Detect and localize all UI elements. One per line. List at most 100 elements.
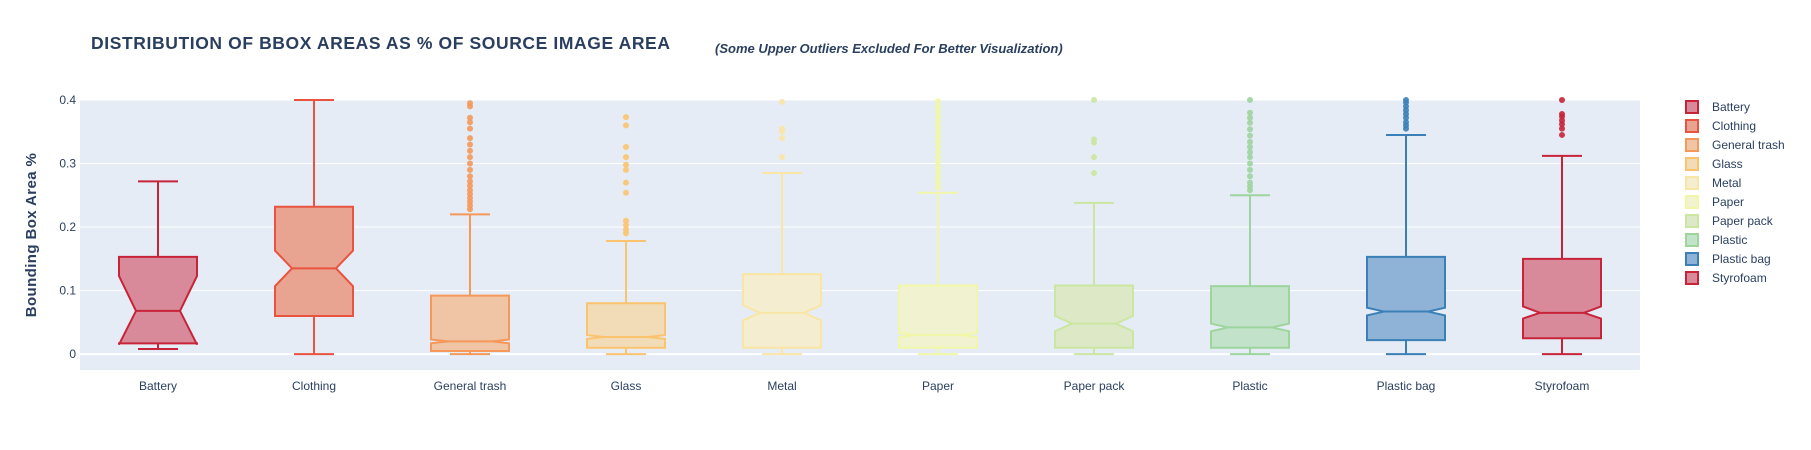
legend-swatch	[1685, 233, 1699, 247]
outlier-point	[1247, 138, 1253, 145]
box-battery[interactable]	[118, 180, 198, 351]
legend-item-paper[interactable]: Paper	[1685, 195, 1744, 209]
x-tick-label: Paper pack	[1064, 379, 1126, 393]
outlier-point	[623, 161, 629, 168]
box-styrofoam[interactable]	[1522, 97, 1602, 356]
legend-label: Paper pack	[1712, 214, 1774, 228]
outlier-point	[935, 138, 941, 145]
box-paper[interactable]	[898, 98, 978, 356]
legend-label: Plastic	[1712, 233, 1747, 247]
x-tick-label: General trash	[434, 379, 507, 393]
box-general-trash[interactable]	[430, 100, 510, 356]
legend-swatch	[1685, 119, 1699, 133]
box-body	[1054, 284, 1134, 349]
box-body	[742, 273, 822, 349]
x-tick-label: Plastic	[1232, 379, 1267, 393]
outlier-point	[467, 135, 473, 142]
outlier-point	[935, 164, 941, 171]
legend-item-general-trash[interactable]: General trash	[1685, 138, 1785, 152]
legend-item-metal[interactable]: Metal	[1685, 176, 1741, 190]
x-tick-label: Glass	[611, 379, 642, 393]
outlier-point	[935, 98, 941, 105]
outlier-point	[467, 166, 473, 173]
outlier-point	[935, 118, 941, 125]
legend-item-glass[interactable]: Glass	[1685, 157, 1743, 171]
box-body	[586, 302, 666, 349]
outlier-point	[1247, 173, 1253, 180]
y-tick-label: 0.2	[59, 220, 76, 234]
legend-swatch	[1685, 176, 1699, 190]
x-tick-label: Battery	[139, 379, 177, 393]
outlier-point	[1091, 170, 1097, 177]
outlier-point	[467, 187, 473, 194]
legend[interactable]: Battery Clothing General trash Glass Metal Pa…	[1685, 100, 1785, 285]
legend-item-clothing[interactable]: Clothing	[1685, 119, 1756, 133]
outlier-point	[1091, 136, 1097, 143]
outlier-point	[935, 184, 941, 191]
outlier-point	[623, 114, 629, 121]
x-tick-label: Paper	[922, 379, 954, 393]
legend-label: Clothing	[1712, 119, 1756, 133]
outlier-point	[1559, 110, 1565, 117]
x-tick-label: Styrofoam	[1535, 379, 1590, 393]
outlier-point	[467, 125, 473, 132]
y-axis-ticks: 0 0.1 0.2 0.3 0.4	[59, 93, 76, 361]
outlier-point	[1247, 109, 1253, 116]
box-layer	[118, 97, 1602, 356]
outlier-point	[935, 108, 941, 115]
outlier-point	[467, 182, 473, 189]
outlier-point	[467, 173, 473, 180]
outlier-point	[935, 154, 941, 161]
outlier-point	[623, 217, 629, 224]
outlier-point	[935, 159, 941, 166]
legend-swatch	[1685, 157, 1699, 171]
legend-swatch	[1685, 271, 1699, 285]
box-paper-pack[interactable]	[1054, 97, 1134, 356]
box-body	[118, 255, 198, 346]
outlier-point	[1247, 160, 1253, 167]
legend-item-battery[interactable]: Battery	[1685, 100, 1750, 114]
legend-item-plastic[interactable]: Plastic	[1685, 233, 1747, 247]
outlier-point	[467, 119, 473, 126]
legend-item-paper-pack[interactable]: Paper pack	[1685, 214, 1774, 228]
legend-label: Plastic bag	[1712, 252, 1771, 266]
outlier-point	[1559, 97, 1565, 103]
outlier-point	[1559, 125, 1565, 132]
outlier-point	[1247, 97, 1253, 103]
box-body	[1210, 285, 1290, 349]
outlier-point	[1247, 179, 1253, 186]
outlier-point	[1403, 97, 1409, 103]
outlier-point	[623, 144, 629, 151]
outlier-point	[467, 147, 473, 154]
legend-swatch	[1685, 214, 1699, 228]
legend-label: General trash	[1712, 138, 1785, 152]
outlier-point	[779, 135, 785, 142]
box-body	[274, 205, 354, 317]
y-tick-label: 0	[69, 347, 76, 361]
outlier-point	[1247, 149, 1253, 156]
box-clothing[interactable]	[274, 99, 354, 356]
outlier-point	[935, 179, 941, 186]
box-body	[898, 284, 978, 349]
legend-item-styrofoam[interactable]: Styrofoam	[1685, 271, 1767, 285]
outlier-point	[467, 114, 473, 121]
box-body	[1522, 257, 1602, 340]
box-plastic-bag[interactable]	[1366, 97, 1446, 356]
legend-label: Battery	[1712, 100, 1750, 114]
legend-label: Glass	[1712, 157, 1743, 171]
legend-swatch	[1685, 100, 1699, 114]
y-tick-label: 0.4	[59, 93, 76, 107]
outlier-point	[467, 154, 473, 161]
outlier-point	[779, 98, 785, 105]
outlier-point	[623, 222, 629, 229]
box-metal[interactable]	[742, 98, 822, 356]
x-tick-label: Clothing	[292, 379, 336, 393]
box-glass[interactable]	[586, 114, 666, 356]
legend-item-plastic-bag[interactable]: Plastic bag	[1685, 252, 1771, 266]
legend-label: Paper	[1712, 195, 1744, 209]
outlier-point	[623, 226, 629, 233]
x-tick-label: Metal	[767, 379, 796, 393]
box-plastic[interactable]	[1210, 97, 1290, 356]
legend-label: Metal	[1712, 176, 1741, 190]
